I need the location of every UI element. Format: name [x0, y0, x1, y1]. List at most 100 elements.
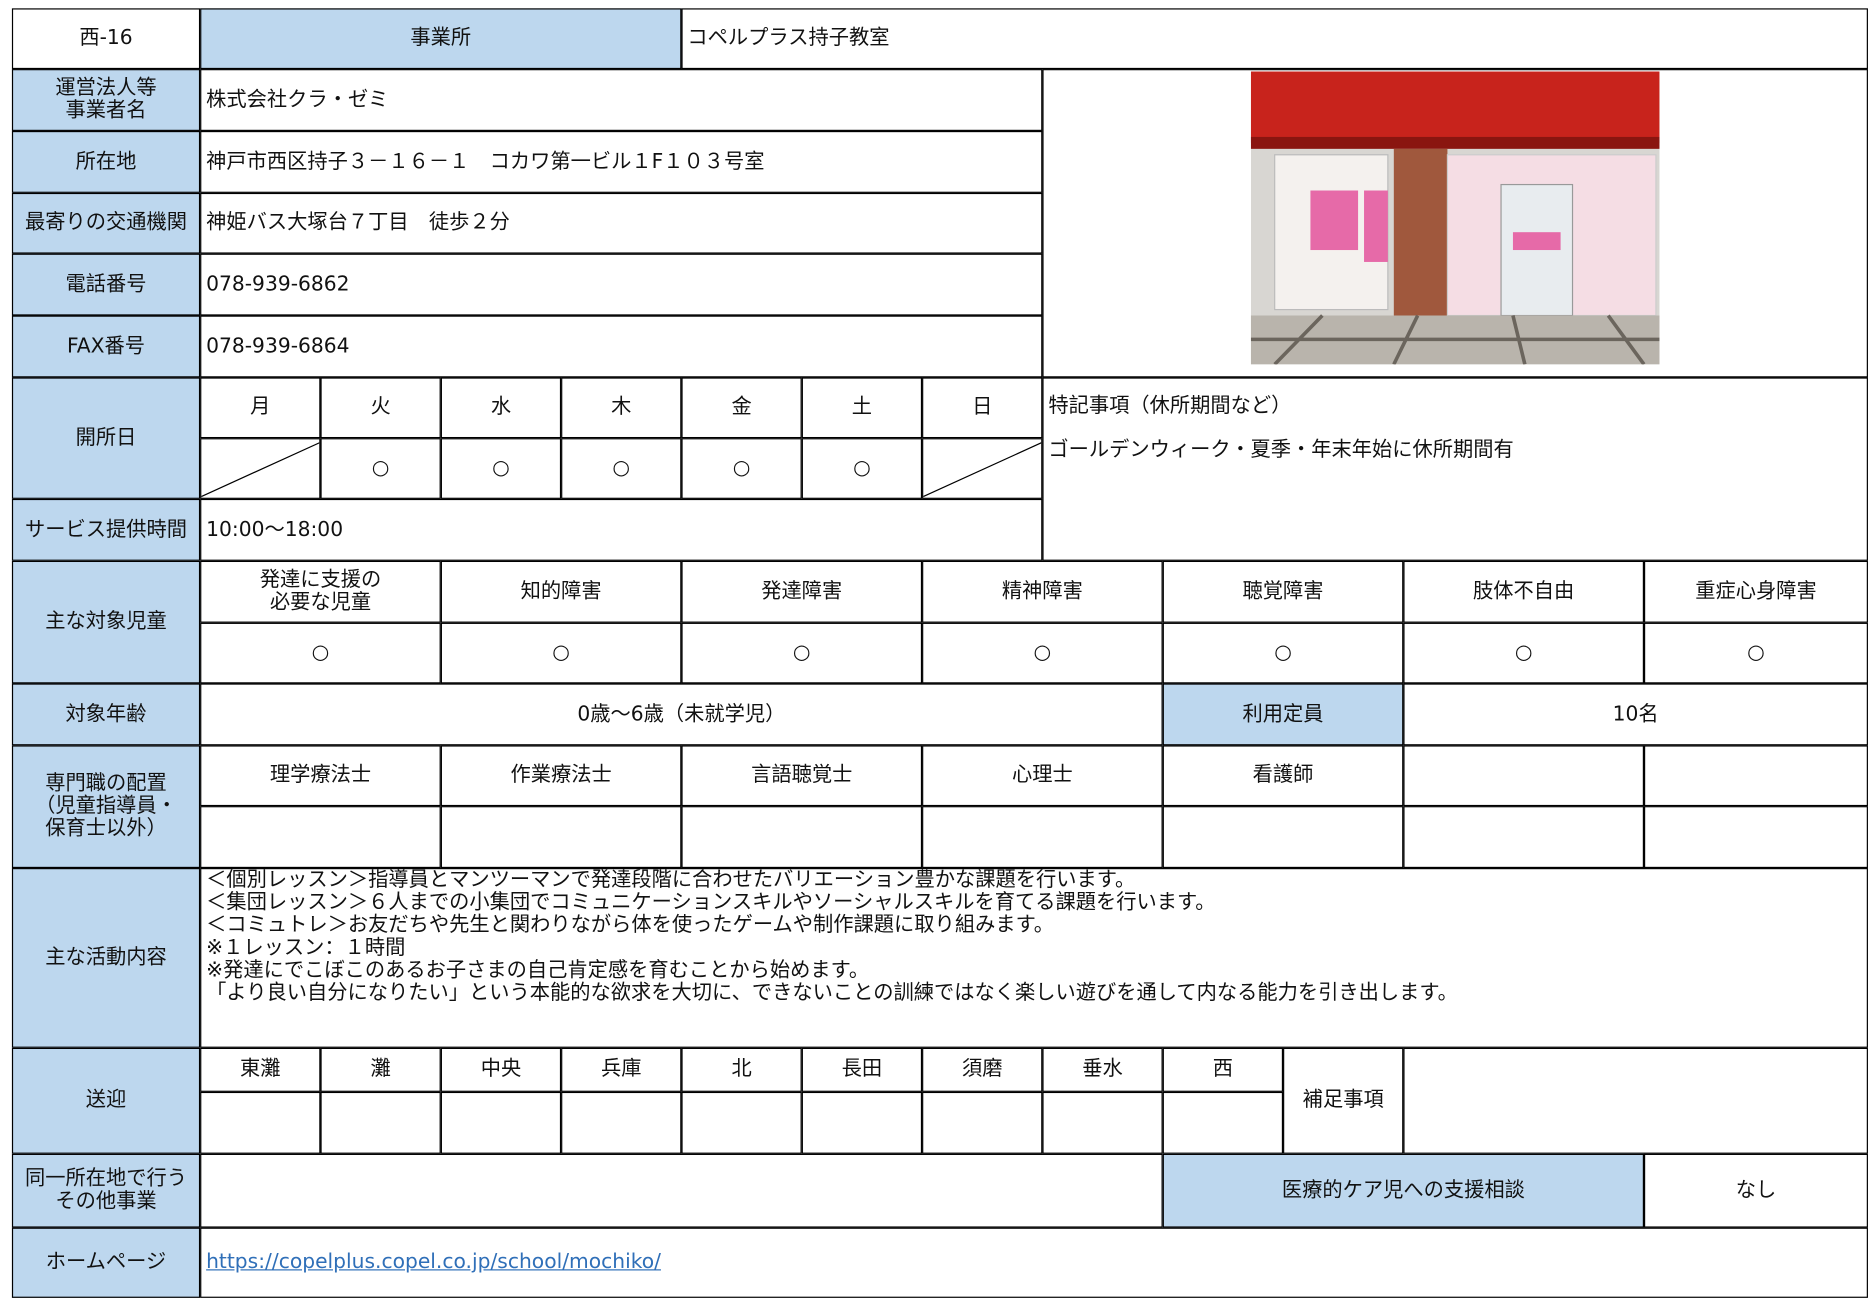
sheet-id: 西-16: [11, 8, 201, 70]
staff-count: [200, 806, 441, 869]
field-label: 運営法人等 事業者名: [11, 69, 201, 131]
staff-count: [922, 806, 1163, 869]
area-header: 灘: [320, 1047, 441, 1092]
transport-notes: [1403, 1047, 1868, 1154]
staff-count: [1643, 806, 1868, 869]
target-mark: ○: [440, 622, 682, 684]
area-mark: [922, 1091, 1043, 1154]
staff-role: 理学療法士: [200, 745, 441, 807]
area-header: 長田: [801, 1047, 923, 1092]
day-mark: ○: [440, 438, 562, 499]
day-header: 火: [320, 377, 441, 439]
area-mark: [200, 1091, 321, 1154]
field-value: 株式会社クラ・ゼミ: [200, 69, 1043, 131]
photo-frame: [1042, 69, 1868, 378]
day-mark: [922, 438, 1043, 499]
field-value: 神戸市西区持子３－１６－１ コカワ第一ビル１F１０３号室: [200, 130, 1043, 193]
storefront-photo: [1250, 71, 1660, 365]
field-value: 神姫バス大塚台７丁目 徒歩２分: [200, 192, 1043, 254]
area-header: 東灘: [200, 1047, 321, 1092]
target-mark: ○: [1403, 622, 1644, 684]
staff-role: [1643, 745, 1868, 807]
field-label: サービス提供時間: [11, 498, 201, 561]
staff-count: [440, 806, 682, 869]
area-header: 北: [681, 1047, 802, 1092]
field-label: 電話番号: [11, 253, 201, 316]
area-mark: [1162, 1091, 1284, 1154]
area-header: 兵庫: [561, 1047, 682, 1092]
target-mark: ○: [200, 622, 441, 684]
staff-role: 言語聴覚士: [681, 745, 923, 807]
homepage-link[interactable]: https://copelplus.copel.co.jp/school/moc…: [206, 1250, 661, 1275]
field-label: 対象年齢: [11, 683, 201, 746]
area-mark: [801, 1091, 923, 1154]
day-header: 金: [681, 377, 802, 439]
field-label: 送迎: [11, 1047, 201, 1154]
field-label: 開所日: [11, 377, 201, 499]
target-category: 重症心身障害: [1643, 560, 1868, 623]
area-header: 須磨: [922, 1047, 1043, 1092]
day-header: 水: [440, 377, 562, 439]
activities-box: ＜個別レッスン＞指導員とマンツーマンで発達段階に合わせたバリエーション豊かな課題…: [200, 868, 1868, 1048]
field-label: 専門職の配置 （児童指導員・ 保育士以外）: [11, 745, 201, 869]
day-header: 土: [801, 377, 923, 439]
age-value: 0歳～6歳（未就学児）: [200, 683, 1163, 746]
field-label: 主な活動内容: [11, 868, 201, 1048]
area-header: 西: [1162, 1047, 1284, 1092]
capacity-value: 10名: [1403, 683, 1868, 746]
target-category: 発達に支援の 必要な児童: [200, 560, 441, 623]
target-category: 肢体不自由: [1403, 560, 1644, 623]
area-mark: [440, 1091, 562, 1154]
day-mark: [200, 438, 321, 499]
staff-role: 作業療法士: [440, 745, 682, 807]
staff-count: [1403, 806, 1644, 869]
area-header: 垂水: [1042, 1047, 1163, 1092]
header-label: 事業所: [200, 8, 682, 70]
day-mark: ○: [801, 438, 923, 499]
notes-title: 特記事項（休所期間など）: [1048, 394, 1292, 418]
target-category: 精神障害: [922, 560, 1163, 623]
area-header: 中央: [440, 1047, 562, 1092]
medical-value: なし: [1643, 1153, 1868, 1228]
field-value: 10:00～18:00: [200, 498, 1043, 561]
staff-count: [1162, 806, 1404, 869]
field-label: FAX番号: [11, 315, 201, 378]
day-header: 月: [200, 377, 321, 439]
area-mark: [1042, 1091, 1163, 1154]
medical-label: 医療的ケア児への支援相談: [1162, 1153, 1644, 1228]
field-label: 主な対象児童: [11, 560, 201, 684]
staff-role: 心理士: [922, 745, 1163, 807]
target-category: 発達障害: [681, 560, 923, 623]
activity-line: ＜個別レッスン＞指導員とマンツーマンで発達段階に合わせたバリエーション豊かな課題…: [206, 868, 1136, 892]
field-label: 所在地: [11, 130, 201, 193]
day-header: 木: [561, 377, 682, 439]
activity-line: ※１レッスン：１時間: [206, 935, 406, 960]
day-mark: ○: [681, 438, 802, 499]
field-value: 078-939-6862: [200, 253, 1043, 316]
transport-notes-label: 補足事項: [1283, 1047, 1404, 1154]
staff-role: 看護師: [1162, 745, 1404, 807]
activity-line: ※発達にでこぼこのあるお子さまの自己肯定感を育むことから始めます。: [206, 958, 870, 983]
day-mark: ○: [561, 438, 682, 499]
target-mark: ○: [1162, 622, 1404, 684]
field-label: 最寄りの交通機関: [11, 192, 201, 254]
activity-line: ＜コミュトレ＞お友だちや先生と関わりながら体を使ったゲームや制作課題に取り組みま…: [206, 913, 1055, 938]
activity-line: 「より良い自分になりたい」という本能的な欲求を大切に、できないことの訓練ではなく…: [206, 981, 1458, 1005]
day-header: 日: [922, 377, 1043, 439]
staff-role: [1403, 745, 1644, 807]
staff-count: [681, 806, 923, 869]
office-name: コペルプラス持子教室: [681, 8, 1868, 70]
capacity-label: 利用定員: [1162, 683, 1404, 746]
target-category: 聴覚障害: [1162, 560, 1404, 623]
field-label: ホームページ: [11, 1227, 201, 1298]
area-mark: [561, 1091, 682, 1154]
day-mark: ○: [320, 438, 441, 499]
area-mark: [320, 1091, 441, 1154]
activity-line: ＜集団レッスン＞６人までの小集団でコミュニケーションスキルやソーシャルスキルを育…: [206, 890, 1216, 915]
field-value: 078-939-6864: [200, 315, 1043, 378]
target-mark: ○: [922, 622, 1163, 684]
target-mark: ○: [1643, 622, 1868, 684]
target-category: 知的障害: [440, 560, 682, 623]
area-mark: [681, 1091, 802, 1154]
